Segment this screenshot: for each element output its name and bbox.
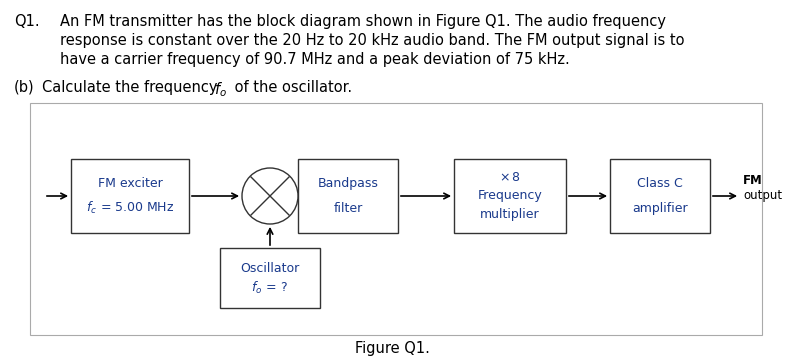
Text: multiplier: multiplier — [480, 208, 540, 221]
Text: $f_o$: $f_o$ — [214, 80, 227, 99]
Text: $\times\,8$: $\times\,8$ — [499, 171, 520, 184]
Text: Bandpass: Bandpass — [318, 177, 378, 190]
Text: FM exciter: FM exciter — [97, 177, 162, 190]
Text: (b): (b) — [14, 80, 35, 95]
Text: FM: FM — [743, 174, 763, 187]
Text: Calculate the frequency: Calculate the frequency — [42, 80, 222, 95]
Text: $f_o\,=\,?$: $f_o\,=\,?$ — [251, 280, 289, 296]
Bar — [298, 159, 398, 233]
Text: Figure Q1.: Figure Q1. — [355, 340, 429, 356]
Bar — [71, 159, 189, 233]
Bar — [220, 248, 320, 308]
Text: response is constant over the 20 Hz to 20 kHz audio band. The FM output signal i: response is constant over the 20 Hz to 2… — [60, 33, 685, 48]
Text: Q1.: Q1. — [14, 14, 39, 29]
Bar — [610, 159, 710, 233]
Text: $f_c\,=\,5.00\;\mathrm{MHz}$: $f_c\,=\,5.00\;\mathrm{MHz}$ — [86, 200, 174, 216]
Text: of the oscillator.: of the oscillator. — [230, 80, 352, 95]
Text: Frequency: Frequency — [477, 190, 542, 203]
Bar — [454, 159, 566, 233]
Text: Oscillator: Oscillator — [240, 261, 300, 274]
Text: output: output — [743, 190, 782, 203]
Text: have a carrier frequency of 90.7 MHz and a peak deviation of 75 kHz.: have a carrier frequency of 90.7 MHz and… — [60, 52, 570, 67]
Circle shape — [242, 168, 298, 224]
Text: amplifier: amplifier — [632, 202, 688, 215]
Bar — [30, 103, 762, 335]
Text: filter: filter — [334, 202, 363, 215]
Text: Class C: Class C — [637, 177, 683, 190]
Text: An FM transmitter has the block diagram shown in Figure Q1. The audio frequency: An FM transmitter has the block diagram … — [60, 14, 666, 29]
